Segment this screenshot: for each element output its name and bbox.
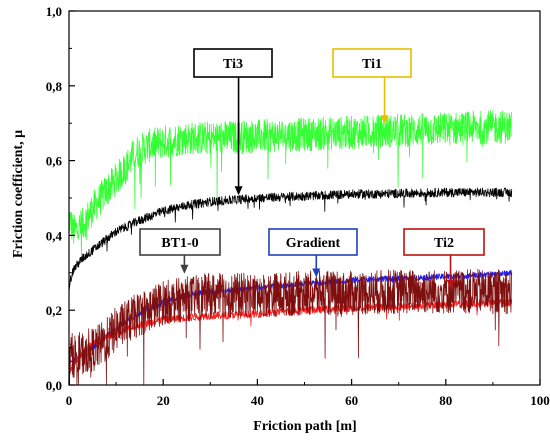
x-axis-title: Friction path [m] <box>253 419 356 434</box>
series-layer <box>68 109 513 386</box>
annotation-label: Gradient <box>286 236 341 251</box>
y-tick-label: 0,0 <box>46 378 62 393</box>
annotation-box <box>332 48 412 78</box>
x-tick-label: 80 <box>439 393 452 408</box>
x-tick-label: 20 <box>157 393 170 408</box>
annotation-arrow-head <box>380 115 389 125</box>
annotation-label: Ti3 <box>223 57 243 72</box>
annotation-box <box>403 228 485 256</box>
y-tick-label: 0,8 <box>46 79 63 94</box>
y-axis-title: Friction coefficient, μ <box>11 130 26 258</box>
y-tick-label: 0,4 <box>46 228 63 243</box>
annotation-arrow-head <box>446 279 455 289</box>
x-tick-label: 100 <box>530 393 550 408</box>
x-tick-label: 60 <box>345 393 358 408</box>
y-tick-label: 1,0 <box>46 4 62 19</box>
annotations-layer: Ti3 Ti1 BT1-0 Gradient Ti2 <box>139 48 485 289</box>
y-tick-label: 0,6 <box>46 154 63 169</box>
annotation-gradient: Gradient <box>268 228 358 278</box>
series-ti1 <box>68 109 513 260</box>
series-bt1-0 <box>68 268 513 386</box>
annotation-label: Ti2 <box>434 236 454 251</box>
x-tick-label: 40 <box>251 393 264 408</box>
x-tick-label: 0 <box>66 393 73 408</box>
annotation-ti1: Ti1 <box>332 48 412 125</box>
annotation-bt1-0: BT1-0 <box>139 228 221 274</box>
annotation-box <box>193 48 273 78</box>
annotation-ti3: Ti3 <box>193 48 273 196</box>
series-ti3 <box>68 187 513 290</box>
y-tick-label: 0,2 <box>46 303 62 318</box>
annotation-box <box>139 228 221 256</box>
annotation-label: Ti1 <box>362 57 382 72</box>
annotation-label: BT1-0 <box>161 236 198 251</box>
annotation-arrow-head <box>180 264 189 274</box>
annotation-arrow-head <box>312 268 321 278</box>
annotation-ti2: Ti2 <box>403 228 485 289</box>
axes-layer: 0 20 40 60 80 100 0,0 0,2 0,4 0,6 0,8 1,0 <box>46 4 550 408</box>
annotation-box <box>268 228 358 256</box>
annotation-arrow-head <box>234 186 243 196</box>
